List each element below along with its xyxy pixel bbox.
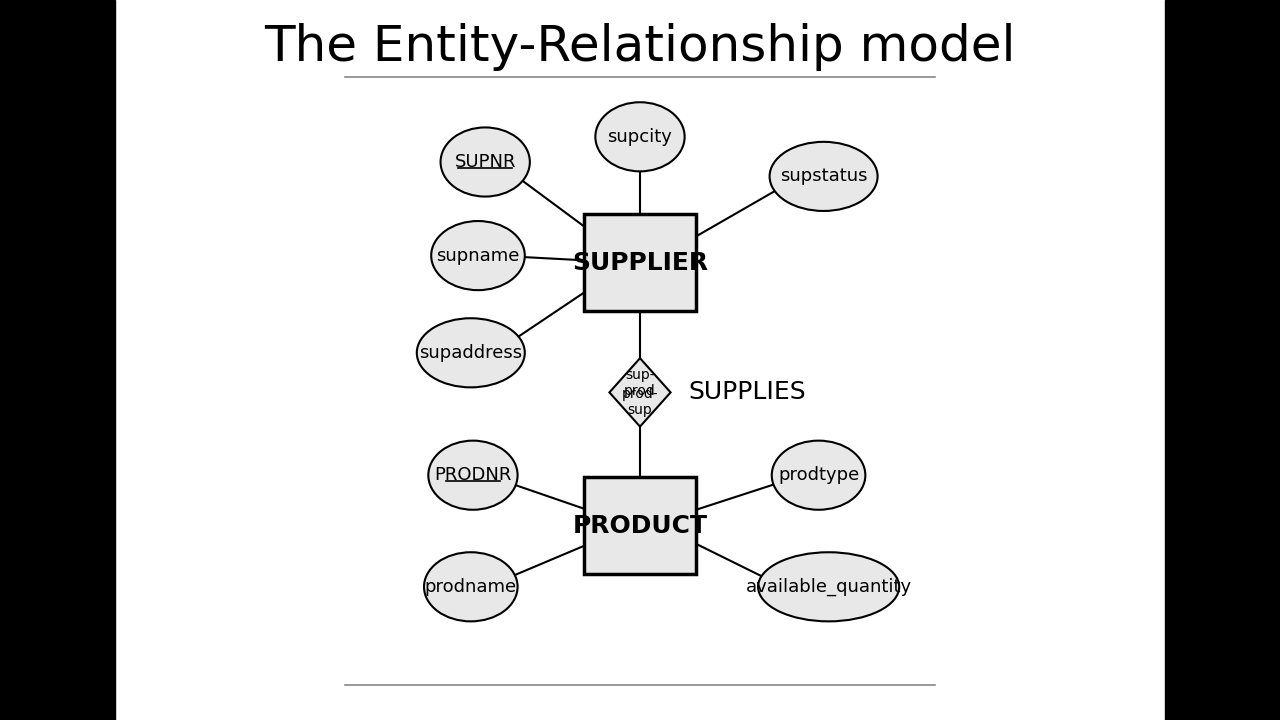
Bar — [584, 215, 696, 311]
Ellipse shape — [758, 552, 900, 621]
Ellipse shape — [429, 441, 517, 510]
Text: prod-
sup: prod- sup — [622, 387, 658, 417]
Ellipse shape — [431, 221, 525, 290]
Ellipse shape — [772, 441, 865, 510]
Ellipse shape — [440, 127, 530, 197]
Text: SUPPLIER: SUPPLIER — [572, 251, 708, 275]
Text: PRODNR: PRODNR — [434, 467, 512, 484]
Text: supcity: supcity — [608, 127, 672, 145]
Text: available_quantity: available_quantity — [745, 577, 911, 596]
Text: supstatus: supstatus — [780, 167, 868, 185]
Ellipse shape — [769, 142, 878, 211]
Text: supaddress: supaddress — [420, 344, 522, 361]
Text: SUPPLIES: SUPPLIES — [689, 380, 806, 405]
Text: The Entity-Relationship model: The Entity-Relationship model — [264, 23, 1016, 71]
Text: prodname: prodname — [425, 577, 517, 596]
Text: supname: supname — [436, 246, 520, 264]
Ellipse shape — [595, 102, 685, 171]
Text: SUPNR: SUPNR — [454, 153, 516, 171]
Ellipse shape — [424, 552, 517, 621]
Text: prodtype: prodtype — [778, 467, 859, 484]
Text: PRODUCT: PRODUCT — [572, 513, 708, 538]
Polygon shape — [609, 358, 671, 426]
Text: sup-
prod: sup- prod — [625, 368, 655, 398]
Bar — [584, 477, 696, 575]
Ellipse shape — [417, 318, 525, 387]
